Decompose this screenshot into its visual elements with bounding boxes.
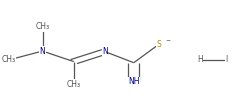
Text: CH₃: CH₃	[67, 80, 81, 89]
Text: CH₃: CH₃	[2, 55, 16, 64]
Text: NH: NH	[128, 77, 140, 86]
Text: S: S	[156, 40, 161, 49]
Text: I: I	[225, 55, 228, 64]
Text: CH₃: CH₃	[36, 22, 50, 31]
Text: H: H	[197, 55, 203, 64]
Text: −: −	[166, 37, 171, 42]
Text: N: N	[40, 47, 46, 56]
Text: N: N	[102, 47, 108, 56]
